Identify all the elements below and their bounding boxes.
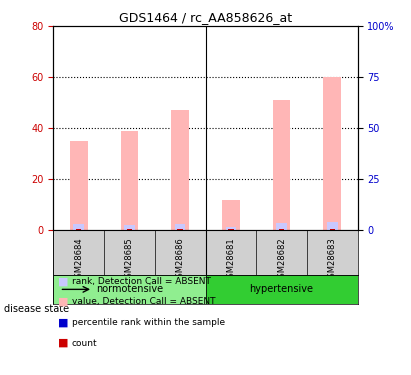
Bar <box>120 131 139 230</box>
Text: GSM28686: GSM28686 <box>175 237 185 283</box>
Text: count: count <box>72 339 97 348</box>
Text: ■: ■ <box>58 297 68 307</box>
Title: GDS1464 / rc_AA858626_at: GDS1464 / rc_AA858626_at <box>119 11 292 24</box>
Bar <box>330 229 335 230</box>
Text: normotensive: normotensive <box>96 284 163 294</box>
Text: GSM28681: GSM28681 <box>226 237 236 283</box>
Text: value, Detection Call = ABSENT: value, Detection Call = ABSENT <box>72 297 215 306</box>
Text: GSM28683: GSM28683 <box>328 237 337 283</box>
Bar <box>272 100 291 230</box>
Text: GSM28684: GSM28684 <box>74 237 83 283</box>
Bar <box>124 225 135 230</box>
Bar <box>279 229 284 230</box>
Bar <box>175 224 185 230</box>
Text: hypertensive: hypertensive <box>249 284 314 294</box>
Text: disease state: disease state <box>4 304 69 314</box>
Bar <box>171 111 189 230</box>
Text: ■: ■ <box>58 276 68 286</box>
Bar <box>226 227 236 230</box>
Bar <box>276 223 287 230</box>
FancyBboxPatch shape <box>206 275 358 304</box>
Text: ■: ■ <box>58 338 68 348</box>
Text: GSM28682: GSM28682 <box>277 237 286 283</box>
Text: percentile rank within the sample: percentile rank within the sample <box>72 318 225 327</box>
Bar <box>178 229 183 230</box>
Text: GSM28685: GSM28685 <box>125 237 134 283</box>
Bar <box>127 229 132 230</box>
Bar <box>228 229 233 230</box>
Bar <box>74 224 84 230</box>
Text: rank, Detection Call = ABSENT: rank, Detection Call = ABSENT <box>72 277 211 286</box>
FancyBboxPatch shape <box>53 275 206 304</box>
Bar <box>323 77 341 230</box>
Text: ■: ■ <box>58 318 68 327</box>
Bar <box>70 141 88 230</box>
Bar <box>327 222 337 230</box>
Bar <box>222 200 240 230</box>
Bar <box>76 229 81 230</box>
